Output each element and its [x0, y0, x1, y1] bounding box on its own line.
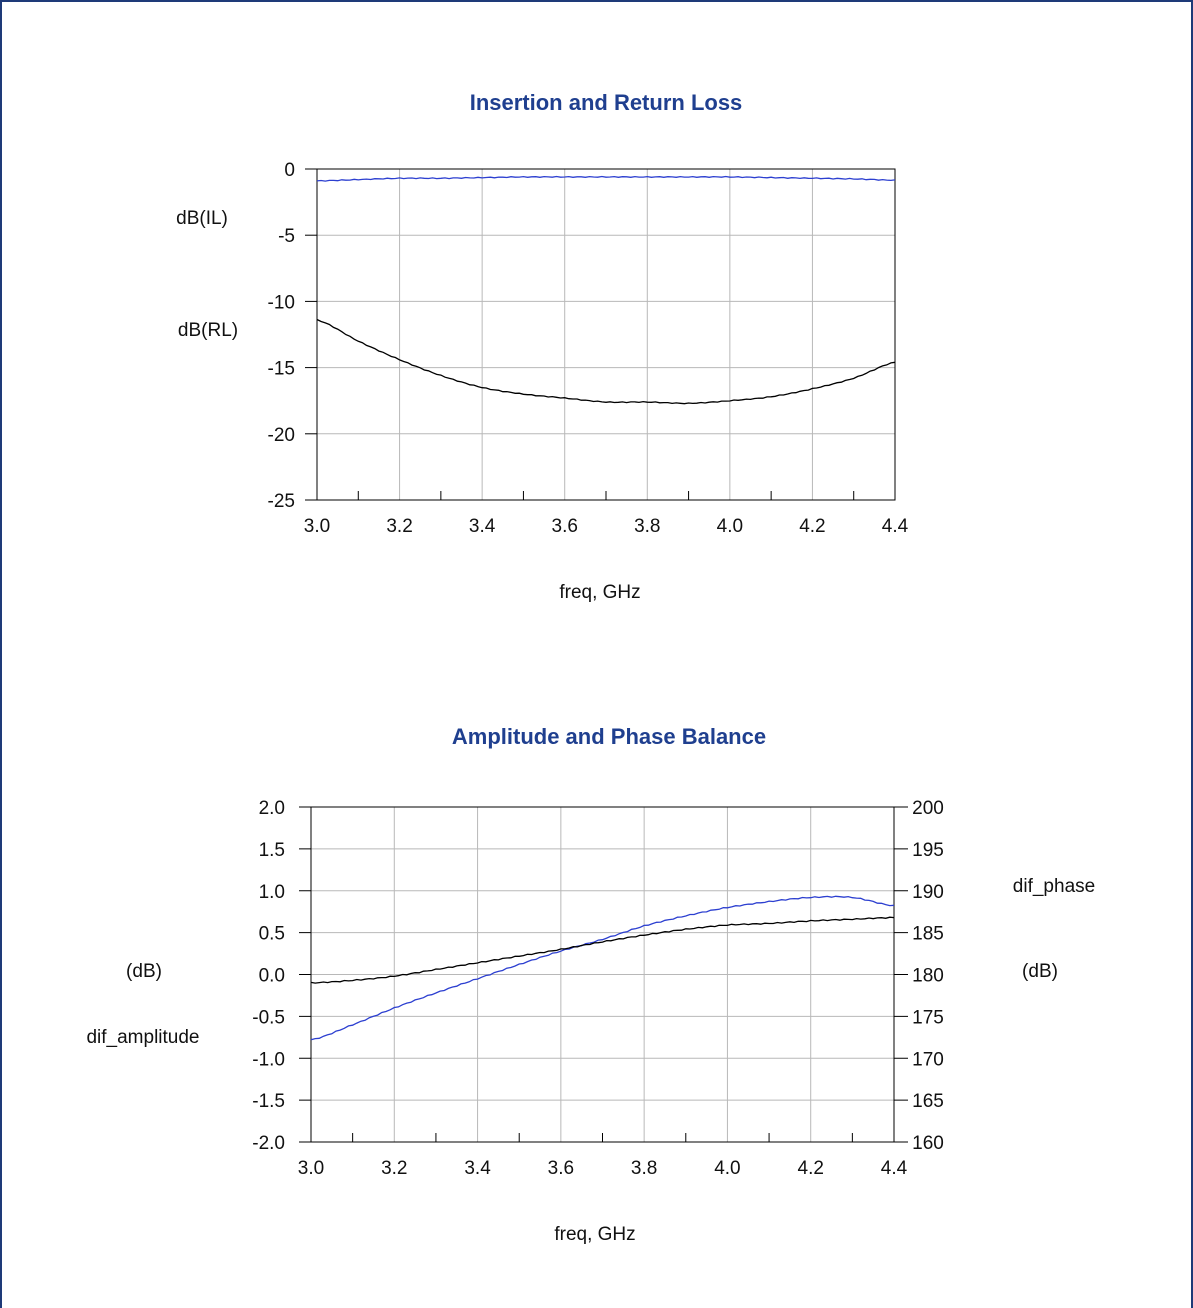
tick-marks [299, 806, 908, 1143]
y-tick-label: -15 [268, 359, 295, 380]
x-tick-label: 3.0 [304, 516, 330, 537]
chart-title: Amplitude and Phase Balance [452, 724, 766, 749]
x-tick-labels: 3.0 3.2 3.4 3.6 3.8 4.0 4.2 4.4 [304, 516, 909, 537]
x-tick-label: 3.0 [298, 1158, 324, 1179]
x-tick-label: 3.6 [552, 516, 578, 537]
x-tick-label: 3.4 [469, 516, 496, 537]
x-tick-labels: 3.0 3.2 3.4 3.6 3.8 4.0 4.2 4.4 [298, 1158, 908, 1179]
y-tick-label: -1.0 [252, 1049, 285, 1070]
y2-tick-label: 170 [912, 1049, 944, 1070]
y-tick-label: 0.5 [259, 924, 285, 945]
y-tick-label: -10 [268, 292, 295, 313]
series-line-dB-RL- [316, 318, 896, 405]
series-line-dif-amplitude [310, 895, 895, 1041]
y-tick-labels: 0 -5 -10 -15 -20 -25 [268, 160, 295, 512]
y-axis-unit: (dB) [126, 961, 162, 982]
series-lines [310, 895, 895, 1041]
y-tick-label: -25 [268, 491, 295, 512]
y2-tick-label: 195 [912, 840, 944, 861]
chart-insertion-return-loss: Insertion and Return Loss 3.0 3.2 3.4 3.6 3.… [176, 90, 909, 603]
y2-tick-label: 165 [912, 1091, 944, 1112]
y2-tick-label: 200 [912, 798, 944, 819]
x-tick-label: 3.2 [381, 1158, 407, 1179]
y-tick-label: 0.0 [259, 966, 285, 987]
y-tick-label: 1.0 [259, 882, 285, 903]
series-label-dB-RL: dB(RL) [178, 320, 238, 341]
x-tick-label: 4.0 [714, 1158, 740, 1179]
series-lines [316, 175, 896, 405]
x-tick-label: 3.4 [464, 1158, 491, 1179]
x-axis-label: freq, GHz [559, 582, 640, 603]
y-tick-label: -5 [278, 226, 295, 247]
x-tick-label: 4.2 [799, 516, 825, 537]
y2-tick-label: 185 [912, 924, 944, 945]
y2-tick-label: 180 [912, 966, 944, 987]
series-label-dB-IL: dB(IL) [176, 208, 228, 229]
x-tick-label: 4.2 [798, 1158, 824, 1179]
plot-frame [316, 168, 896, 501]
y-tick-label: -2.0 [252, 1133, 285, 1154]
y-tick-label: 0 [284, 160, 295, 181]
x-axis-label: freq, GHz [554, 1224, 635, 1245]
chart-title: Insertion and Return Loss [470, 90, 743, 115]
y2-axis-unit: (dB) [1022, 961, 1058, 982]
y2-tick-label: 175 [912, 1007, 944, 1028]
x-tick-label: 4.4 [881, 1158, 908, 1179]
y2-tick-labels: 200 195 190 185 180 175 170 165 160 [912, 798, 944, 1154]
y2-tick-label: 160 [912, 1133, 944, 1154]
x-tick-label: 3.6 [548, 1158, 574, 1179]
series-label-dif-amplitude: dif_amplitude [86, 1027, 199, 1048]
x-tick-label: 4.4 [882, 516, 909, 537]
y-tick-label: -1.5 [252, 1091, 285, 1112]
series-label-dif-phase: dif_phase [1013, 876, 1095, 897]
x-tick-label: 3.2 [386, 516, 412, 537]
y-tick-label: -0.5 [252, 1007, 285, 1028]
series-line-dB-IL- [316, 175, 896, 182]
series-line-dif-phase [310, 916, 895, 984]
grid [311, 807, 894, 1142]
chart-amplitude-phase-balance: Amplitude and Phase Balance 3.0 3.2 3.4 3.6… [86, 724, 1095, 1245]
x-tick-label: 4.0 [717, 516, 743, 537]
x-tick-label: 3.8 [631, 1158, 657, 1179]
y-tick-labels: 2.0 1.5 1.0 0.5 0.0 -0.5 -1.0 -1.5 -2.0 [252, 798, 285, 1154]
x-tick-label: 3.8 [634, 516, 660, 537]
tick-marks [305, 168, 855, 501]
y-tick-label: -20 [268, 425, 295, 446]
y2-tick-label: 190 [912, 882, 944, 903]
y-tick-label: 1.5 [259, 840, 285, 861]
grid [317, 169, 895, 500]
y-tick-label: 2.0 [259, 798, 285, 819]
